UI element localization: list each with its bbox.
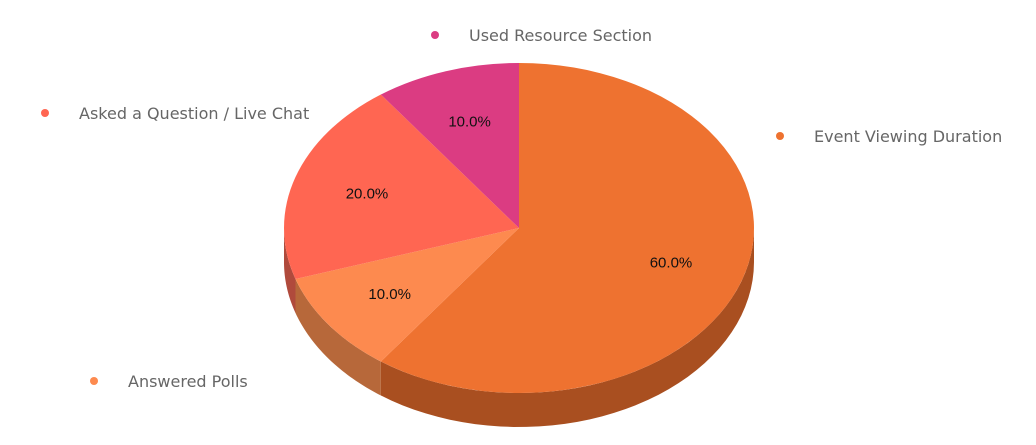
pie-slice-answered-polls[interactable] bbox=[295, 228, 520, 362]
slice-label-answered-polls: 10.0% bbox=[368, 286, 411, 303]
legend-item-asked-a-question-live-chat[interactable]: Asked a Question / Live Chat bbox=[41, 104, 309, 123]
pie-slices bbox=[283, 63, 754, 393]
legend-item-event-viewing-duration[interactable]: Event Viewing Duration bbox=[776, 127, 1002, 146]
pie-side-answered-polls bbox=[295, 278, 381, 396]
slice-labels: 60.0% 10.0% 20.0% 10.0% bbox=[346, 113, 693, 303]
legend-label: Asked a Question / Live Chat bbox=[79, 104, 309, 123]
legend-label: Answered Polls bbox=[128, 372, 248, 391]
legend-marker bbox=[776, 132, 784, 140]
pie-side-event-viewing-duration bbox=[380, 228, 754, 427]
slice-label-asked-a-question-live-chat: 20.0% bbox=[346, 185, 389, 202]
slice-label-event-viewing-duration: 60.0% bbox=[650, 255, 693, 272]
legend: Event Viewing Duration Answered Polls Aske… bbox=[41, 26, 1002, 391]
slice-label-used-resource-section: 10.0% bbox=[448, 113, 491, 130]
legend-label: Event Viewing Duration bbox=[814, 127, 1002, 146]
pie-sides bbox=[284, 228, 754, 427]
pie-slice-used-resource-section[interactable] bbox=[380, 63, 519, 228]
legend-marker bbox=[41, 109, 49, 117]
legend-item-answered-polls[interactable]: Answered Polls bbox=[90, 372, 248, 391]
pie-side-asked-a-question-live-chat bbox=[284, 228, 296, 313]
pie-slice-asked-a-question-live-chat[interactable] bbox=[283, 94, 519, 279]
legend-marker bbox=[90, 377, 98, 385]
pie-slice-event-viewing-duration[interactable] bbox=[380, 63, 754, 393]
legend-marker bbox=[431, 31, 439, 39]
legend-label: Used Resource Section bbox=[469, 26, 652, 45]
legend-item-used-resource-section[interactable]: Used Resource Section bbox=[431, 26, 652, 45]
